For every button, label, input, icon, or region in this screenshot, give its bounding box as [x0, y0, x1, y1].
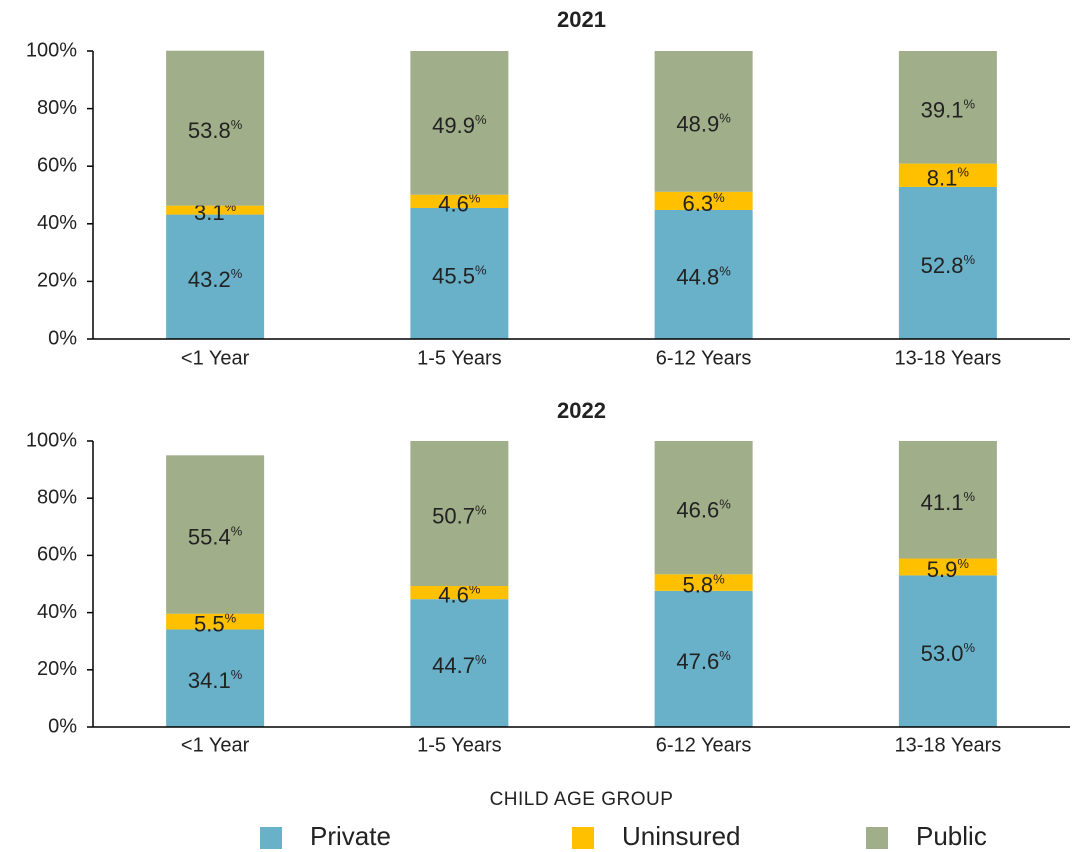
x-tick-label: <1 Year — [181, 347, 250, 369]
value-label: 5.5% — [194, 611, 237, 636]
value-label: 45.5% — [432, 263, 487, 288]
value-label: 49.9% — [432, 112, 487, 137]
legend-label: Private — [310, 821, 391, 851]
bar-segment — [654, 590, 753, 727]
x-tick-label: 1-5 Years — [417, 734, 502, 756]
legend-label: Uninsured — [622, 821, 741, 851]
value-label: 8.1% — [927, 165, 970, 190]
legend-swatch — [866, 827, 888, 849]
y-tick-label: 20% — [37, 658, 77, 680]
y-tick-label: 20% — [37, 270, 77, 292]
bar-segment — [654, 191, 753, 210]
value-label: 5.8% — [683, 572, 726, 597]
bar-segment — [654, 51, 753, 192]
y-tick-label: 0% — [48, 715, 77, 737]
x-tick-label: 13-18 Years — [894, 347, 1001, 369]
bar-segment — [410, 51, 509, 195]
bar-segment — [898, 51, 997, 164]
y-tick-label: 60% — [37, 154, 77, 176]
bar-segment — [166, 50, 265, 206]
bar-segment — [410, 207, 509, 339]
x-tick-label: 6-12 Years — [656, 734, 752, 756]
x-tick-label: 6-12 Years — [656, 347, 752, 369]
value-label: 6.3% — [683, 190, 726, 215]
value-label: 5.9% — [927, 556, 970, 581]
bar-segment — [898, 575, 997, 727]
value-label: 53.0% — [921, 641, 976, 666]
legend-label: Public — [916, 821, 987, 851]
y-tick-label: 0% — [48, 327, 77, 349]
x-axis-label: CHILD AGE GROUP — [490, 789, 674, 810]
bar-segment — [410, 586, 509, 600]
value-label: 34.1% — [188, 668, 243, 693]
value-label: 55.4% — [188, 524, 243, 549]
value-label: 47.6% — [676, 648, 731, 673]
bar-segment — [654, 209, 753, 339]
value-label: 52.8% — [921, 252, 976, 277]
chart-title: 2021 — [557, 7, 606, 32]
y-tick-label: 80% — [37, 486, 77, 508]
bar-segment — [166, 214, 265, 339]
y-tick-label: 40% — [37, 212, 77, 234]
bar-segment — [654, 441, 753, 575]
value-label: 43.2% — [188, 266, 243, 291]
legend-swatch — [572, 827, 594, 849]
bar-segment — [166, 205, 265, 215]
bar-segment — [898, 163, 997, 187]
chart-title: 2022 — [557, 398, 606, 423]
bar-segment — [898, 558, 997, 576]
value-label: 46.6% — [676, 497, 731, 522]
value-label: 53.8% — [188, 118, 243, 143]
value-label: 39.1% — [921, 97, 976, 122]
bar-segment — [654, 574, 753, 591]
value-label: 50.7% — [432, 503, 487, 528]
value-label: 48.9% — [676, 111, 731, 136]
bar-segment — [410, 441, 509, 587]
y-tick-label: 40% — [37, 601, 77, 623]
bar-segment — [410, 599, 509, 727]
x-tick-label: 13-18 Years — [894, 734, 1001, 756]
value-label: 44.7% — [432, 653, 487, 678]
bar-segment — [410, 194, 509, 208]
x-tick-label: <1 Year — [181, 734, 250, 756]
value-label: 41.1% — [921, 489, 976, 514]
y-tick-label: 80% — [37, 97, 77, 119]
bar-segment — [166, 629, 265, 727]
bar-segment — [166, 455, 265, 614]
y-tick-label: 100% — [26, 39, 77, 61]
y-tick-label: 60% — [37, 544, 77, 566]
bar-segment — [166, 613, 265, 630]
bar-segment — [898, 441, 997, 559]
bar-segment — [898, 186, 997, 339]
x-tick-label: 1-5 Years — [417, 347, 502, 369]
value-label: 44.8% — [676, 264, 731, 289]
y-tick-label: 100% — [26, 429, 77, 451]
legend-swatch — [260, 827, 282, 849]
